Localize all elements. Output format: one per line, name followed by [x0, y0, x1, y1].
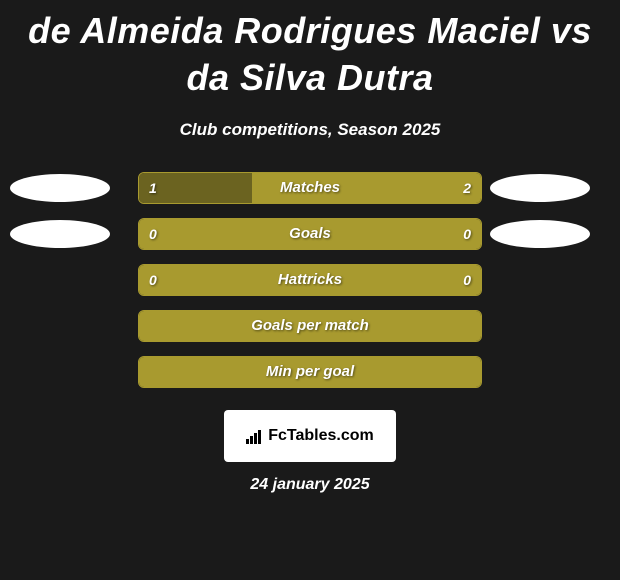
date-label: 24 january 2025 [0, 476, 620, 494]
player-oval-right [490, 174, 590, 202]
player-oval-left [10, 220, 110, 248]
page-title: de Almeida Rodrigues Maciel vs da Silva … [0, 0, 620, 102]
stat-bar: 1 2 Matches [138, 172, 482, 204]
stat-value-right: 2 [463, 180, 471, 196]
stat-bar: 0 0 Hattricks [138, 264, 482, 296]
stat-value-left: 0 [149, 226, 157, 242]
stat-label: Min per goal [266, 363, 354, 380]
stat-row: Goals per match [0, 310, 620, 342]
subtitle: Club competitions, Season 2025 [0, 120, 620, 140]
stat-label: Matches [280, 179, 340, 196]
stat-row: 1 2 Matches [0, 172, 620, 204]
logo-box: FcTables.com [224, 410, 396, 462]
stat-value-right: 0 [463, 272, 471, 288]
stat-label: Goals [289, 225, 331, 242]
stat-row: Min per goal [0, 356, 620, 388]
stat-bar: 0 0 Goals [138, 218, 482, 250]
stat-label: Goals per match [251, 317, 369, 334]
stat-row: 0 0 Hattricks [0, 264, 620, 296]
stat-bar: Goals per match [138, 310, 482, 342]
stat-value-right: 0 [463, 226, 471, 242]
stats-rows: 1 2 Matches 0 0 Goals 0 0 Hattricks Goals per mat… [0, 172, 620, 388]
logo-text: FcTables.com [268, 427, 374, 445]
player-oval-left [10, 174, 110, 202]
player-oval-right [490, 220, 590, 248]
stat-row: 0 0 Goals [0, 218, 620, 250]
stat-label: Hattricks [278, 271, 342, 288]
stat-bar: Min per goal [138, 356, 482, 388]
bars-icon [246, 428, 264, 444]
stat-value-left: 1 [149, 180, 157, 196]
stat-value-left: 0 [149, 272, 157, 288]
